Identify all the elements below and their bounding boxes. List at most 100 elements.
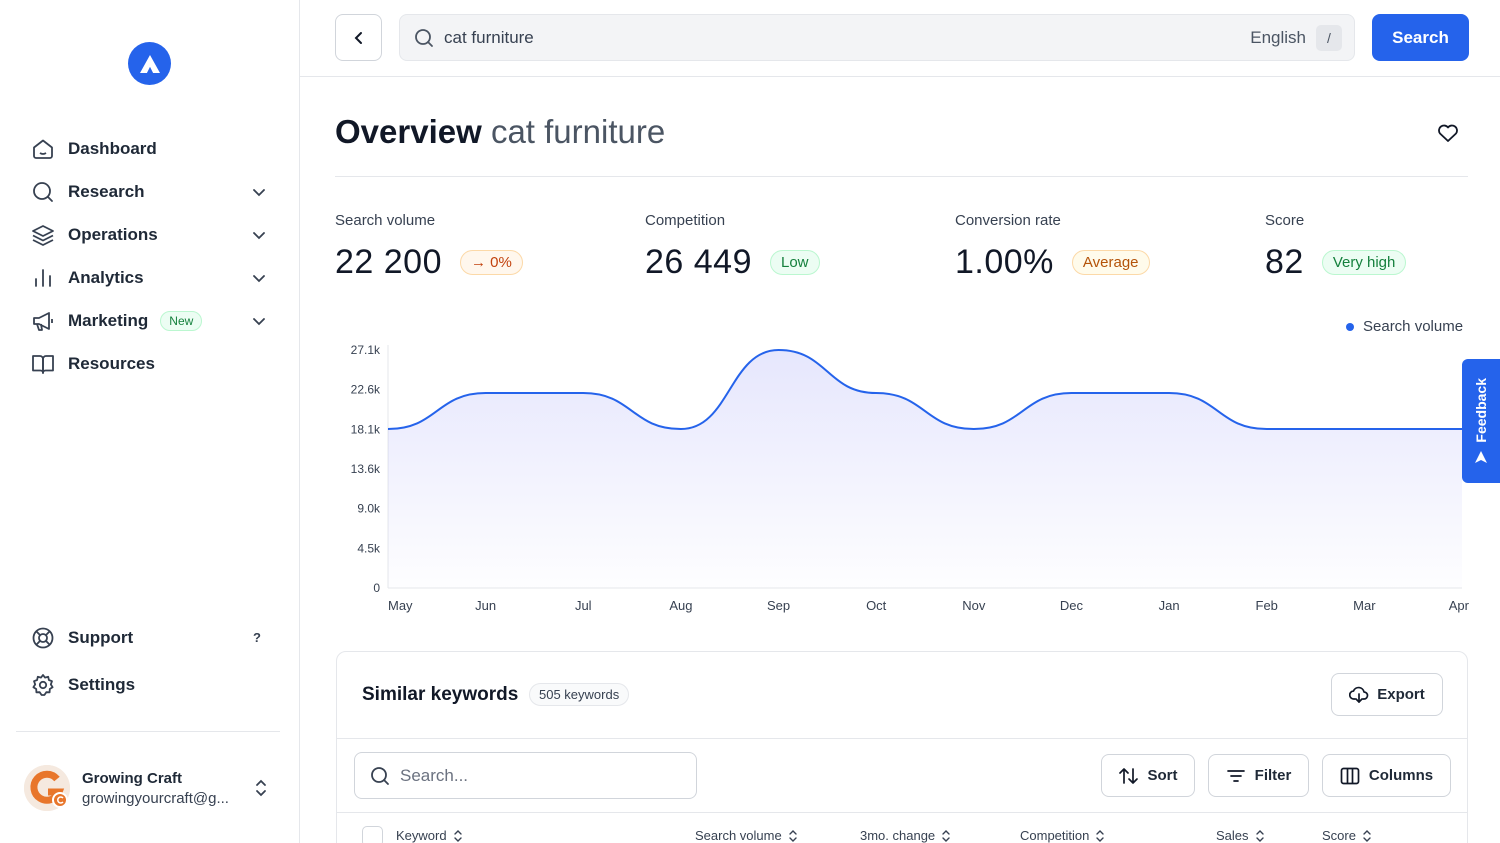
x-tick-label: Jul: [575, 598, 592, 613]
column-header-competition[interactable]: Competition: [1020, 828, 1105, 843]
stat-value: 1.00%: [955, 243, 1054, 281]
sidebar-item-settings[interactable]: Settings: [30, 661, 275, 708]
layers-icon: [30, 222, 56, 248]
x-tick-label: Oct: [866, 598, 887, 613]
search-icon: [30, 179, 56, 205]
new-badge: New: [160, 310, 203, 331]
sort-toggle-icon: [453, 829, 462, 842]
stat-conversion-rate: Conversion rate 1.00% Average: [955, 212, 1150, 282]
sidebar-item-label: Analytics: [68, 267, 144, 287]
heart-icon: [1438, 124, 1458, 142]
main-nav: Dashboard Research Operations Analyti: [30, 127, 275, 385]
column-header-score[interactable]: Score: [1322, 828, 1372, 843]
y-tick-label: 18.1k: [351, 422, 381, 436]
stat-value: 26 449: [645, 243, 752, 281]
chevron-down-icon[interactable]: [251, 227, 267, 243]
stat-label: Conversion rate: [955, 212, 1061, 229]
x-tick-label: Jan: [1159, 598, 1180, 613]
sort-toggle-icon: [1255, 829, 1264, 842]
column-header-search-volume[interactable]: Search volume: [695, 828, 798, 843]
chevron-down-icon[interactable]: [251, 313, 267, 329]
title-keyword: cat furniture: [490, 113, 666, 150]
account-switcher[interactable]: Growing Craft growingyourcraft@g...: [24, 765, 280, 811]
section-title: Similar keywords: [362, 684, 519, 705]
stat-competition: Competition 26 449 Low: [645, 212, 820, 282]
chevron-down-icon[interactable]: [251, 184, 267, 200]
page-title: Overview cat furniture: [335, 113, 665, 151]
language-selector[interactable]: English: [1250, 27, 1306, 47]
avatar: [24, 765, 70, 811]
sidebar-item-analytics[interactable]: Analytics: [30, 256, 275, 299]
feedback-tab[interactable]: Feedback: [1462, 359, 1500, 483]
logo-icon: [139, 54, 160, 73]
megaphone-icon: [30, 308, 56, 334]
bar-chart-icon: [30, 265, 56, 291]
secondary-nav: Support ? Settings: [30, 614, 275, 708]
column-header-sales[interactable]: Sales: [1216, 828, 1265, 843]
home-icon: [30, 136, 56, 162]
divider: [335, 176, 1468, 177]
chevron-up-down-icon[interactable]: [252, 776, 270, 800]
sidebar-item-label: Research: [68, 181, 145, 201]
sidebar-item-marketing[interactable]: Marketing New: [30, 299, 275, 342]
x-tick-label: Apr: [1449, 598, 1470, 613]
series-line-search-volume: [387, 348, 1462, 431]
sort-toggle-icon: [942, 829, 950, 842]
keyword-search-input[interactable]: cat furniture English /: [399, 14, 1355, 61]
search-button[interactable]: Search: [1372, 14, 1469, 61]
stat-label: Search volume: [335, 212, 436, 229]
gear-icon: [30, 672, 56, 698]
columns-button[interactable]: Columns: [1322, 754, 1451, 797]
x-tick-label: Dec: [1060, 598, 1084, 613]
sort-toggle-icon: [1096, 829, 1105, 842]
y-tick-label: 9.0k: [357, 502, 381, 516]
feedback-label: Feedback: [1473, 377, 1489, 443]
user-email: growingyourcraft@g...: [82, 789, 229, 807]
x-tick-label: Sep: [767, 598, 790, 613]
trend-badge: → 0%: [460, 250, 523, 275]
export-button[interactable]: Export: [1331, 673, 1443, 716]
sidebar-item-label: Operations: [68, 224, 158, 244]
sidebar-item-resources[interactable]: Resources: [30, 342, 275, 385]
keyword-filter-input[interactable]: Search...: [354, 752, 697, 799]
y-tick-label: 4.5k: [357, 541, 381, 555]
export-label: Export: [1377, 686, 1425, 703]
filter-button[interactable]: Filter: [1208, 754, 1309, 797]
sidebar-item-research[interactable]: Research: [30, 170, 275, 213]
y-tick-label: 13.6k: [351, 462, 381, 476]
sidebar-item-dashboard[interactable]: Dashboard: [30, 127, 275, 170]
count-badge: 505 keywords: [529, 683, 630, 706]
send-icon: [1475, 451, 1487, 464]
user-name: Growing Craft: [82, 769, 182, 787]
x-tick-label: Aug: [669, 598, 692, 613]
sort-icon: [1118, 767, 1138, 784]
y-tick-label: 0: [373, 581, 380, 595]
sort-button[interactable]: Sort: [1101, 754, 1195, 797]
book-icon: [30, 351, 56, 377]
legend-label: Search volume: [1363, 318, 1464, 335]
column-header-3mo-change[interactable]: 3mo. change: [860, 828, 951, 843]
app-logo[interactable]: [128, 42, 171, 85]
chevron-down-icon[interactable]: [251, 270, 267, 286]
sidebar: Dashboard Research Operations Analyti: [0, 0, 300, 843]
column-header-keyword[interactable]: Keyword: [396, 828, 463, 843]
shortcut-key: /: [1316, 24, 1342, 51]
status-badge: Very high: [1321, 250, 1407, 275]
series-area-search-volume: [388, 350, 1462, 588]
chevron-left-icon: [354, 31, 362, 44]
sidebar-item-support[interactable]: Support ?: [30, 614, 275, 661]
y-tick-label: 22.6k: [351, 383, 381, 397]
stat-search-volume: Search volume 22 200 → 0%: [335, 212, 523, 282]
favorite-button[interactable]: [1436, 121, 1460, 145]
similar-keywords-card: Similar keywords 505 keywords Export Sea…: [336, 651, 1468, 843]
cloud-download-icon: [1349, 686, 1369, 703]
search-icon: [371, 766, 389, 785]
sidebar-item-operations[interactable]: Operations: [30, 213, 275, 256]
status-badge: Average: [1071, 250, 1150, 275]
back-button[interactable]: [335, 14, 382, 61]
sidebar-item-label: Support: [68, 627, 134, 647]
sort-toggle-icon: [789, 829, 797, 842]
chart-legend: Search volume: [1346, 318, 1463, 335]
filter-icon: [1226, 769, 1245, 782]
select-all-checkbox[interactable]: [362, 826, 383, 843]
